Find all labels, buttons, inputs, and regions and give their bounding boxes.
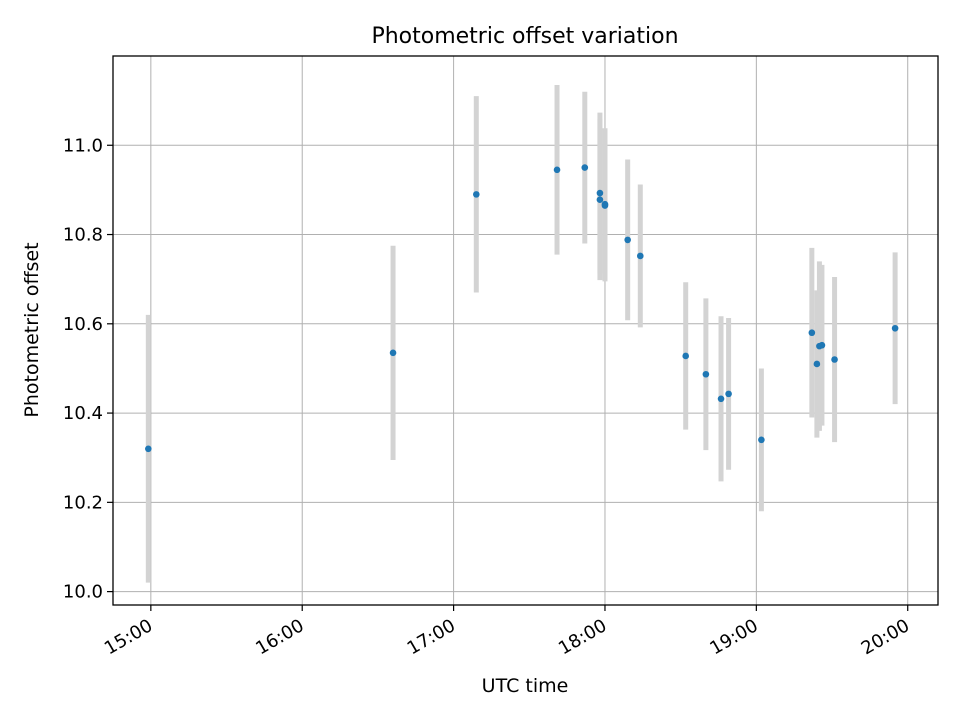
- data-point: [473, 191, 480, 198]
- data-point: [818, 341, 826, 349]
- data-point: [624, 236, 631, 244]
- data-point: [717, 395, 725, 403]
- plot-frame: [112, 55, 939, 606]
- data-point: [813, 360, 821, 368]
- data-point: [682, 352, 690, 360]
- y-tick-label: 10.6: [63, 314, 103, 335]
- data-point: [808, 329, 816, 337]
- y-tick-label: 10.2: [63, 492, 103, 513]
- data-point: [702, 370, 710, 378]
- data-points: [145, 164, 899, 453]
- data-point: [596, 196, 604, 204]
- y-tick-label: 10.4: [63, 403, 103, 424]
- x-axis-label: UTC time: [482, 675, 569, 697]
- data-point: [145, 445, 152, 453]
- y-tick-label: 10.8: [63, 225, 103, 246]
- data-point: [596, 189, 604, 197]
- data-point: [389, 349, 397, 357]
- data-point: [725, 390, 732, 398]
- y-tick-label: 10.0: [63, 582, 103, 603]
- data-point: [636, 252, 644, 260]
- data-point: [553, 166, 561, 174]
- data-point: [831, 356, 838, 363]
- data-point: [758, 436, 765, 444]
- data-point: [581, 164, 589, 171]
- data-point: [601, 202, 609, 209]
- y-tick-label: 11.0: [63, 135, 103, 156]
- y-axis-ticks: 10.0 10.2 10.4 10.6 10.8 11.0: [63, 135, 113, 603]
- y-axis-label: Photometric offset: [21, 242, 43, 417]
- chart-title: Photometric offset variation: [371, 24, 678, 49]
- data-point: [891, 324, 899, 332]
- grid: [113, 56, 938, 605]
